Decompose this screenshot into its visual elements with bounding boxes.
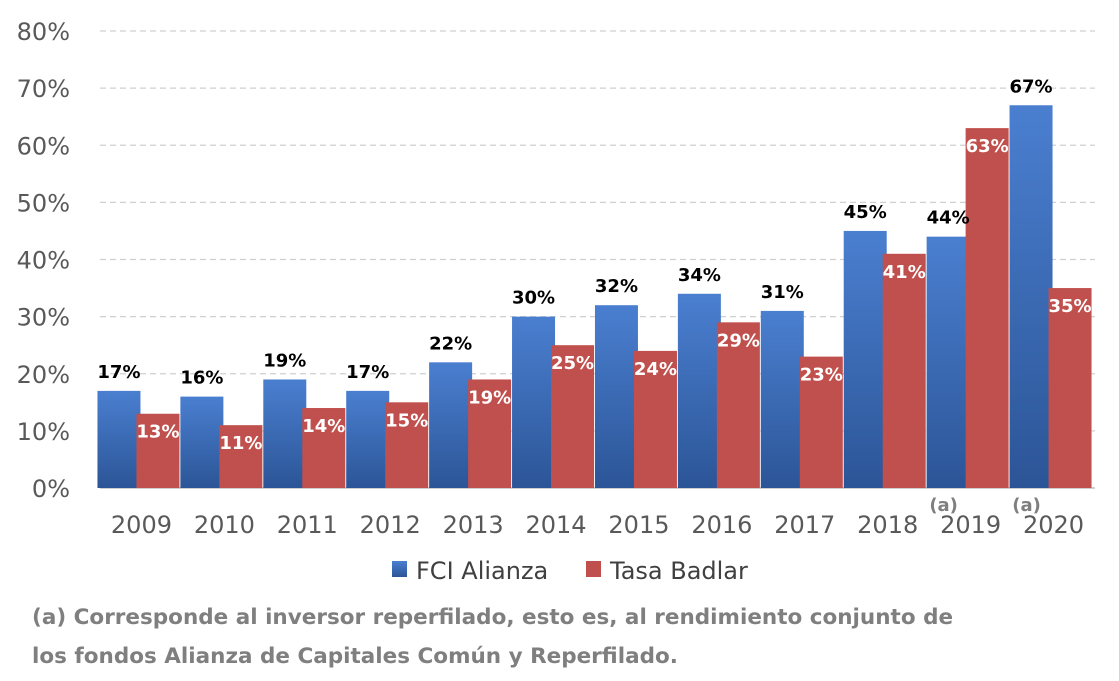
legend-label-tasa-badlar: Tasa Badlar xyxy=(609,557,748,585)
bar-tasa-badlar-2012 xyxy=(385,402,429,488)
bar-tasa-badlar-2015 xyxy=(633,350,677,488)
bar-fci-alianza-2015 xyxy=(594,305,638,488)
bar-fci-alianza-2019 xyxy=(926,236,970,488)
data-label-tasa-badlar: 15% xyxy=(385,410,428,431)
data-label-fci-alianza: 17% xyxy=(97,362,140,383)
legend-swatch-tasa-badlar xyxy=(586,561,601,577)
x-tick-label: 2018 xyxy=(857,511,918,539)
bar-tasa-badlar-2018 xyxy=(882,253,926,488)
bar-tasa-badlar-2019 xyxy=(965,128,1009,489)
bar-fci-alianza-2009 xyxy=(97,390,141,488)
annotation-mark: (a) xyxy=(929,495,958,516)
legend-label-fci-alianza: FCI Alianza xyxy=(416,557,548,585)
bar-fci-alianza-2020 xyxy=(1009,105,1053,488)
data-label-tasa-badlar: 63% xyxy=(966,136,1009,157)
x-tick-label: 2016 xyxy=(691,511,752,539)
data-label-fci-alianza: 16% xyxy=(180,368,223,389)
x-axis-ticks: 2009 2010 2011 2012 2013 2014 2015 2016 2017 2018… xyxy=(111,511,1084,539)
data-label-fci-alianza: 67% xyxy=(1009,76,1052,97)
y-tick-label: 70% xyxy=(17,75,70,103)
bar-fci-alianza-2018 xyxy=(843,230,887,488)
y-tick-label: 40% xyxy=(17,247,70,275)
bar-tasa-badlar-2020 xyxy=(1048,288,1092,488)
x-tick-label: 2014 xyxy=(526,511,587,539)
bar-fci-alianza-2010 xyxy=(180,396,224,488)
data-label-tasa-badlar: 11% xyxy=(219,433,262,454)
bar-tasa-badlar-2011 xyxy=(302,408,346,488)
data-label-fci-alianza: 45% xyxy=(844,202,887,223)
bar-fci-alianza-2012 xyxy=(346,390,390,488)
data-label-fci-alianza: 34% xyxy=(678,265,721,286)
data-label-fci-alianza: 32% xyxy=(595,276,638,297)
x-tick-label: 2009 xyxy=(111,511,172,539)
x-tick-label: 2012 xyxy=(360,511,421,539)
bar-tasa-badlar-2013 xyxy=(468,379,512,488)
bar-tasa-badlar-2009 xyxy=(136,413,180,488)
data-label-tasa-badlar: 41% xyxy=(883,262,926,283)
data-label-fci-alianza: 22% xyxy=(429,333,472,354)
data-label-fci-alianza: 19% xyxy=(263,350,306,371)
y-tick-label: 30% xyxy=(17,304,70,332)
y-tick-label: 60% xyxy=(17,132,70,160)
bar-fci-alianza-2017 xyxy=(760,310,804,488)
data-label-tasa-badlar: 29% xyxy=(717,330,760,351)
footnote-line-2: los fondos Alianza de Capitales Común y … xyxy=(32,644,678,669)
y-tick-label: 50% xyxy=(17,189,70,217)
data-label-tasa-badlar: 25% xyxy=(551,353,594,374)
bar-tasa-badlar-2016 xyxy=(716,322,760,488)
y-axis-ticks: 0% 10% 20% 30% 40% 50% 60% 70% 80% xyxy=(17,18,70,503)
bar-fci-alianza-2011 xyxy=(263,379,307,488)
x-tick-label: 2017 xyxy=(774,511,835,539)
bars xyxy=(97,105,1092,489)
bar-fci-alianza-2014 xyxy=(512,316,556,488)
data-label-fci-alianza: 30% xyxy=(512,288,555,309)
bar-chart: 0%10%20%30%40%50%60%70%80% 17%13%16%11%1… xyxy=(17,18,1095,585)
x-tick-label: 2011 xyxy=(277,511,338,539)
data-label-tasa-badlar: 24% xyxy=(634,359,677,380)
data-label-tasa-badlar: 13% xyxy=(136,422,179,443)
data-label-fci-alianza: 17% xyxy=(346,362,389,383)
y-tick-label: 0% xyxy=(32,475,70,503)
data-label-tasa-badlar: 35% xyxy=(1048,296,1091,317)
data-label-fci-alianza: 44% xyxy=(927,208,970,229)
y-tick-label: 80% xyxy=(17,18,70,46)
bar-tasa-badlar-2017 xyxy=(799,356,843,488)
x-tick-label: 2019 xyxy=(940,511,1001,539)
bar-tasa-badlar-2014 xyxy=(551,345,595,488)
data-label-tasa-badlar: 19% xyxy=(468,387,511,408)
x-tick-label: 2013 xyxy=(443,511,504,539)
data-labels: 17% 13% 16% 11% 19% 14% 17% 15% 22% 19% 30% 25% 32% 2… xyxy=(97,76,1091,516)
data-label-fci-alianza: 31% xyxy=(761,282,804,303)
y-tick-label: 20% xyxy=(17,361,70,389)
x-tick-label: 2015 xyxy=(608,511,669,539)
y-tick-label: 10% xyxy=(17,418,70,446)
data-label-tasa-badlar: 23% xyxy=(800,365,843,386)
footnote: (a) Corresponde al inversor reperfilado,… xyxy=(32,598,1092,676)
data-label-tasa-badlar: 14% xyxy=(302,416,345,437)
annotation-mark: (a) xyxy=(1012,495,1041,516)
footnote-line-1: (a) Corresponde al inversor reperfilado,… xyxy=(32,605,954,630)
x-tick-label: 2010 xyxy=(194,511,255,539)
bar-fci-alianza-2016 xyxy=(677,293,721,488)
bar-tasa-badlar-2010 xyxy=(219,425,263,488)
x-tick-label: 2020 xyxy=(1023,511,1084,539)
legend: FCI Alianza Tasa Badlar xyxy=(392,557,748,585)
bar-fci-alianza-2013 xyxy=(429,362,473,488)
legend-swatch-fci-alianza xyxy=(392,561,407,577)
